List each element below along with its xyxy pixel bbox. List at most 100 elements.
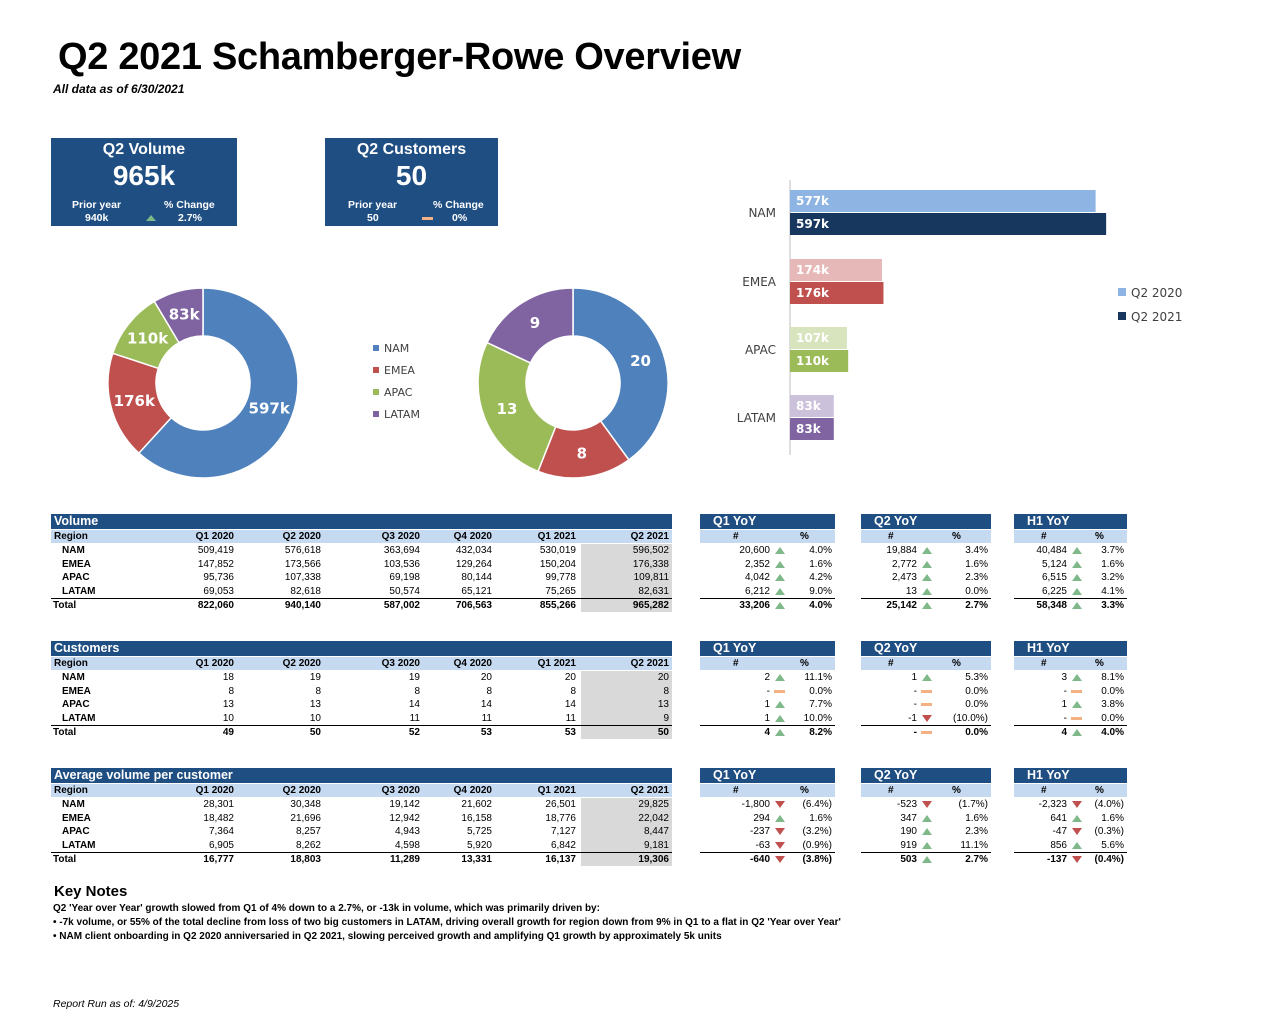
- trend-flat-icon: [1071, 689, 1082, 693]
- yoy-header-row: [700, 784, 835, 797]
- trend-up-icon: [922, 588, 932, 596]
- donut-data-label: 83k: [169, 306, 201, 324]
- trend-up-icon: [1072, 701, 1082, 709]
- yoy-number: 5,124: [1041, 558, 1067, 570]
- yoy-col-header: %: [800, 531, 809, 542]
- customers-donut-chart: 20 8 13 9: [477, 287, 669, 479]
- trend-up-icon: [1072, 547, 1082, 554]
- region-bar-chart: NAM 577k 597k EMEA 174k 176k APAC 107k 110k LATAM…: [737, 180, 1182, 455]
- value-cell: 30,348: [290, 799, 321, 810]
- value-cell: 22,042: [638, 812, 669, 824]
- trend-up-icon: [775, 560, 785, 568]
- yoy-number: -2,323: [1038, 799, 1067, 810]
- yoy-percent: 10.0%: [803, 713, 832, 725]
- yoy-col-header: %: [952, 785, 961, 796]
- value-cell: 596,502: [632, 545, 669, 556]
- trend-down-icon: [1072, 855, 1082, 863]
- value-cell: 822,060: [197, 599, 234, 611]
- region-cell: LATAM: [62, 713, 96, 725]
- yoy-title: H1 YoY: [1014, 514, 1127, 529]
- legend-swatch: [373, 389, 379, 395]
- yoy-number: 2: [764, 672, 770, 683]
- column-header: Q1 2021: [537, 785, 576, 796]
- yoy-percent: 2.3%: [965, 826, 988, 838]
- yoy-percent: 8.1%: [1101, 672, 1124, 683]
- yoy-percent: 0.0%: [1101, 713, 1124, 725]
- value-cell: 50: [309, 726, 321, 738]
- value-cell: 50: [657, 726, 669, 738]
- yoy-title: Q1 YoY: [700, 768, 835, 783]
- bar-latam-q2-2021: [790, 418, 834, 440]
- yoy-percent: 2.7%: [965, 853, 988, 865]
- value-cell: 9: [663, 713, 669, 725]
- yoy-number: 1: [911, 672, 917, 683]
- value-cell: 80,144: [461, 572, 492, 584]
- trend-up-icon: [1072, 560, 1082, 568]
- region-cell: Total: [53, 599, 77, 611]
- yoy-number: -640: [749, 853, 770, 865]
- value-cell: 530,019: [539, 545, 576, 556]
- trend-flat-icon: [1071, 717, 1082, 721]
- trend-up-icon: [1072, 601, 1082, 609]
- yoy-col-header: %: [800, 658, 809, 669]
- yoy-number: -: [766, 685, 770, 697]
- region-cell: LATAM: [62, 840, 96, 852]
- column-header: Q4 2020: [453, 658, 492, 669]
- value-cell: 69,053: [203, 586, 234, 598]
- value-cell: 13: [309, 699, 321, 711]
- yoy-percent: (3.8%): [802, 853, 832, 865]
- as-of-date: All data as of 6/30/2021: [53, 82, 185, 96]
- yoy-percent: 1.6%: [1101, 558, 1124, 570]
- legend-swatch: [373, 411, 379, 417]
- value-cell: 8,447: [643, 826, 669, 838]
- trend-up-icon: [922, 574, 932, 582]
- yoy-percent: (1.7%): [958, 799, 988, 810]
- kpi-prior-value: 50: [367, 212, 379, 224]
- value-cell: 19,306: [638, 853, 669, 865]
- yoy-number: 294: [753, 812, 770, 824]
- trend-up-icon: [922, 601, 932, 609]
- yoy-percent: 1.6%: [1101, 812, 1124, 824]
- value-cell: 8: [414, 685, 420, 697]
- trend-up-icon: [1072, 574, 1082, 582]
- value-cell: 16,158: [461, 812, 492, 824]
- trend-down-icon: [1072, 801, 1082, 808]
- yoy-number: 347: [900, 812, 917, 824]
- value-cell: 4,598: [394, 840, 420, 852]
- bar-apac-q2-2021: [790, 350, 849, 372]
- yoy-percent: 2.7%: [965, 599, 988, 611]
- yoy-percent: (0.3%): [1094, 826, 1124, 838]
- value-cell: 7,364: [208, 826, 234, 838]
- yoy-number: 2,473: [891, 572, 917, 584]
- value-cell: 10: [309, 713, 321, 725]
- value-cell: 65,121: [461, 586, 492, 598]
- value-cell: 4,943: [394, 826, 420, 838]
- yoy-percent: 0.0%: [809, 685, 832, 697]
- yoy-number: 641: [1050, 812, 1067, 824]
- yoy-title: H1 YoY: [1014, 641, 1127, 656]
- donut-data-label: 110k: [127, 330, 169, 348]
- region-cell: APAC: [62, 699, 90, 711]
- yoy-percent: 2.3%: [965, 572, 988, 584]
- note-line: • NAM client onboarding in Q2 2020 anniv…: [53, 931, 722, 942]
- value-cell: 19: [408, 672, 420, 683]
- column-header-row: [51, 784, 672, 797]
- yoy-col-header: #: [733, 785, 739, 796]
- region-cell: EMEA: [62, 685, 91, 697]
- yoy-title: Q1 YoY: [700, 514, 835, 529]
- value-cell: 11: [409, 713, 420, 725]
- yoy-number: 919: [900, 840, 917, 852]
- yoy-number: 1: [764, 713, 770, 725]
- trend-flat-icon: [921, 730, 932, 734]
- value-cell: 99,778: [545, 572, 576, 584]
- donut-data-label: 13: [497, 400, 518, 418]
- total-divider: [1014, 597, 1127, 599]
- yoy-col-header: %: [1095, 658, 1104, 669]
- value-cell: 28,301: [203, 799, 234, 810]
- bar-data-label: 107k: [796, 331, 830, 345]
- bar-apac-q2-2020: [790, 327, 847, 349]
- column-header: Q2 2021: [630, 531, 669, 542]
- trend-up-icon: [146, 215, 156, 221]
- yoy-percent: 3.2%: [1101, 572, 1124, 584]
